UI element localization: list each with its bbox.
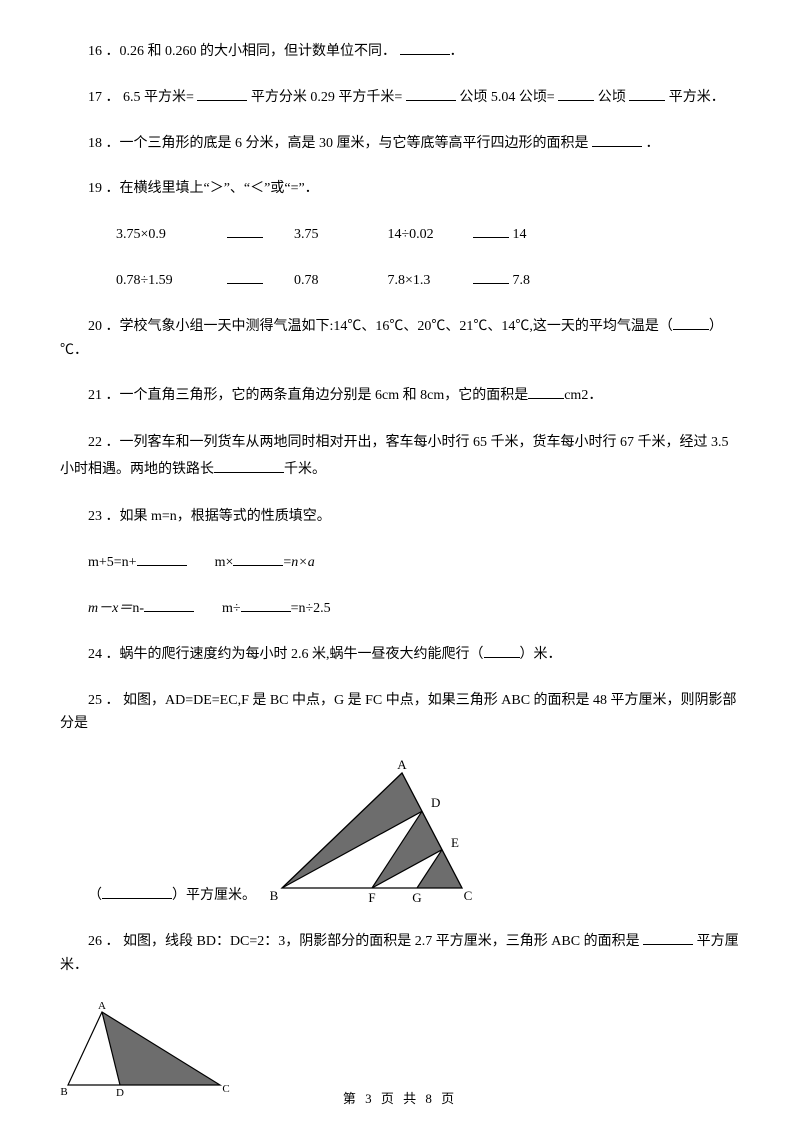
blank[interactable]: [484, 644, 520, 658]
blank[interactable]: [241, 598, 291, 612]
q19-r2c1a: 0.78÷1.59: [116, 273, 173, 288]
blank[interactable]: [214, 459, 284, 473]
q22-b: 千米。: [284, 462, 326, 477]
question-23-row1: m+5=n+ m×=n×a: [60, 551, 740, 575]
question-22: 22 ．一列客车和一列货车从两地同时相对开出，客车每小时行 65 千米，货车每小…: [60, 430, 740, 483]
q23-r2b: n-: [132, 601, 144, 616]
q16-text: 16 ．0.26 和 0.260 的大小相同，但计数单位不同．: [88, 44, 396, 59]
blank[interactable]: [227, 270, 263, 284]
blank[interactable]: [473, 224, 509, 238]
q23-r2c: m÷: [222, 601, 241, 616]
label-b: B: [270, 888, 279, 903]
q20-a: 20 ．学校气象小组一天中测得气温如下:14℃、16℃、20℃、21℃、14℃,…: [88, 319, 673, 334]
q19-r2c1b: 0.78: [294, 273, 319, 288]
q23-r2a: m－x＝: [88, 601, 132, 616]
blank[interactable]: [227, 224, 263, 238]
q24-b: ）米．: [520, 647, 562, 662]
q17-num: 17 ．: [88, 90, 120, 105]
q18-a: 18 ．一个三角形的底是 6 分米，高是 30 厘米，与它等底等高平行四边形的面…: [88, 136, 589, 151]
question-24: 24 ．蜗牛的爬行速度约为每小时 2.6 米,蜗牛一昼夜大约能爬行（ ）米．: [60, 643, 740, 667]
label-g: G: [412, 890, 421, 905]
q19-r1c2a: 14÷0.02: [388, 227, 434, 242]
q26-a: 26 ． 如图，线段 BD：DC=2：3，阴影部分的面积是 2.7 平方厘米，三…: [88, 934, 640, 949]
q24-a: 24 ．蜗牛的爬行速度约为每小时 2.6 米,蜗牛一昼夜大约能爬行（: [88, 647, 484, 662]
question-20: 20 ．学校气象小组一天中测得气温如下:14℃、16℃、20℃、21℃、14℃,…: [60, 315, 740, 363]
q23-r2d: =n÷2.5: [291, 601, 331, 616]
triangle-diagram-q25: A B C D E F G: [262, 758, 512, 908]
question-16: 16 ．0.26 和 0.260 的大小相同，但计数单位不同． ．: [60, 40, 740, 64]
q25-a: 25 ． 如图，AD=DE=EC,F 是 BC 中点，G 是 FC 中点，如果三…: [60, 693, 737, 732]
label-a: A: [397, 758, 407, 772]
label-e: E: [451, 835, 459, 850]
question-18: 18 ．一个三角形的底是 6 分米，高是 30 厘米，与它等底等高平行四边形的面…: [60, 132, 740, 156]
question-19-row1: 3.75×0.9 3.75 14÷0.02 14: [60, 223, 740, 247]
question-26-text: 26 ． 如图，线段 BD：DC=2：3，阴影部分的面积是 2.7 平方厘米，三…: [60, 930, 740, 978]
question-25-figure-line: （ ）平方厘米。 A B C D E F G: [60, 758, 740, 908]
q23-r1d: n×a: [291, 555, 314, 570]
q17-p2a: 0.29 平方千米=: [310, 90, 402, 105]
q25-b: （: [88, 888, 102, 903]
blank[interactable]: [473, 270, 509, 284]
q17-p2b: 公顷: [459, 90, 487, 105]
label-d: D: [431, 795, 440, 810]
blank[interactable]: [102, 885, 172, 899]
page-footer: 第 3 页 共 8 页: [0, 1088, 800, 1110]
blank[interactable]: [592, 133, 642, 147]
blank[interactable]: [197, 87, 247, 101]
blank[interactable]: [643, 931, 693, 945]
q19-r1c1b: 3.75: [294, 227, 319, 242]
label-c: C: [464, 888, 473, 903]
q25-c: ）平方厘米。: [172, 888, 256, 903]
q21-b: cm2．: [564, 388, 602, 403]
question-17: 17 ． 6.5 平方米= 平方分米 0.29 平方千米= 公顷 5.04 公顷…: [60, 86, 740, 110]
blank[interactable]: [144, 598, 194, 612]
question-19-row2: 0.78÷1.59 0.78 7.8×1.3 7.8: [60, 269, 740, 293]
question-19-head: 19 ．在横线里填上“＞”、“＜”或“=”．: [60, 177, 740, 201]
blank[interactable]: [233, 552, 283, 566]
question-23-row2: m－x＝n- m÷ =n÷2.5: [60, 597, 740, 621]
blank[interactable]: [400, 41, 450, 55]
q17-p3b: 公顷: [598, 90, 626, 105]
label-a: A: [98, 1000, 106, 1012]
blank[interactable]: [528, 385, 564, 399]
q17-p3a: 5.04 公顷=: [491, 90, 555, 105]
q17-p3c: 平方米．: [669, 90, 725, 105]
blank[interactable]: [137, 552, 187, 566]
blank[interactable]: [629, 87, 665, 101]
label-f: F: [368, 890, 375, 905]
q25-b-wrap: （ ）平方厘米。: [60, 884, 256, 908]
q22-a: 22 ．一列客车和一列货车从两地同时相对开出，客车每小时行 65 千米，货车每小…: [60, 435, 729, 477]
question-25-text: 25 ． 如图，AD=DE=EC,F 是 BC 中点，G 是 FC 中点，如果三…: [60, 689, 740, 737]
blank[interactable]: [558, 87, 594, 101]
question-23-head: 23 ．如果 m=n，根据等式的性质填空。: [60, 505, 740, 529]
q21-a: 21 ．一个直角三角形，它的两条直角边分别是 6cm 和 8cm，它的面积是: [88, 388, 528, 403]
question-21: 21 ．一个直角三角形，它的两条直角边分别是 6cm 和 8cm，它的面积是 cm…: [60, 384, 740, 408]
q17-p1a: 6.5 平方米=: [123, 90, 194, 105]
q19-r2c2b: 7.8: [513, 273, 531, 288]
blank[interactable]: [406, 87, 456, 101]
q18-b: ．: [646, 136, 660, 151]
q19-r2c2a: 7.8×1.3: [388, 273, 431, 288]
q19-r1c2b: 14: [513, 227, 527, 242]
q17-p1b: 平方分米: [251, 90, 307, 105]
q23-r1a: m+5=n+: [88, 555, 137, 570]
triangle-diagram-q26: A B C D: [60, 1000, 240, 1100]
q19-r1c1a: 3.75×0.9: [116, 227, 166, 242]
blank[interactable]: [673, 316, 709, 330]
q23-r1b: m×: [215, 555, 234, 570]
